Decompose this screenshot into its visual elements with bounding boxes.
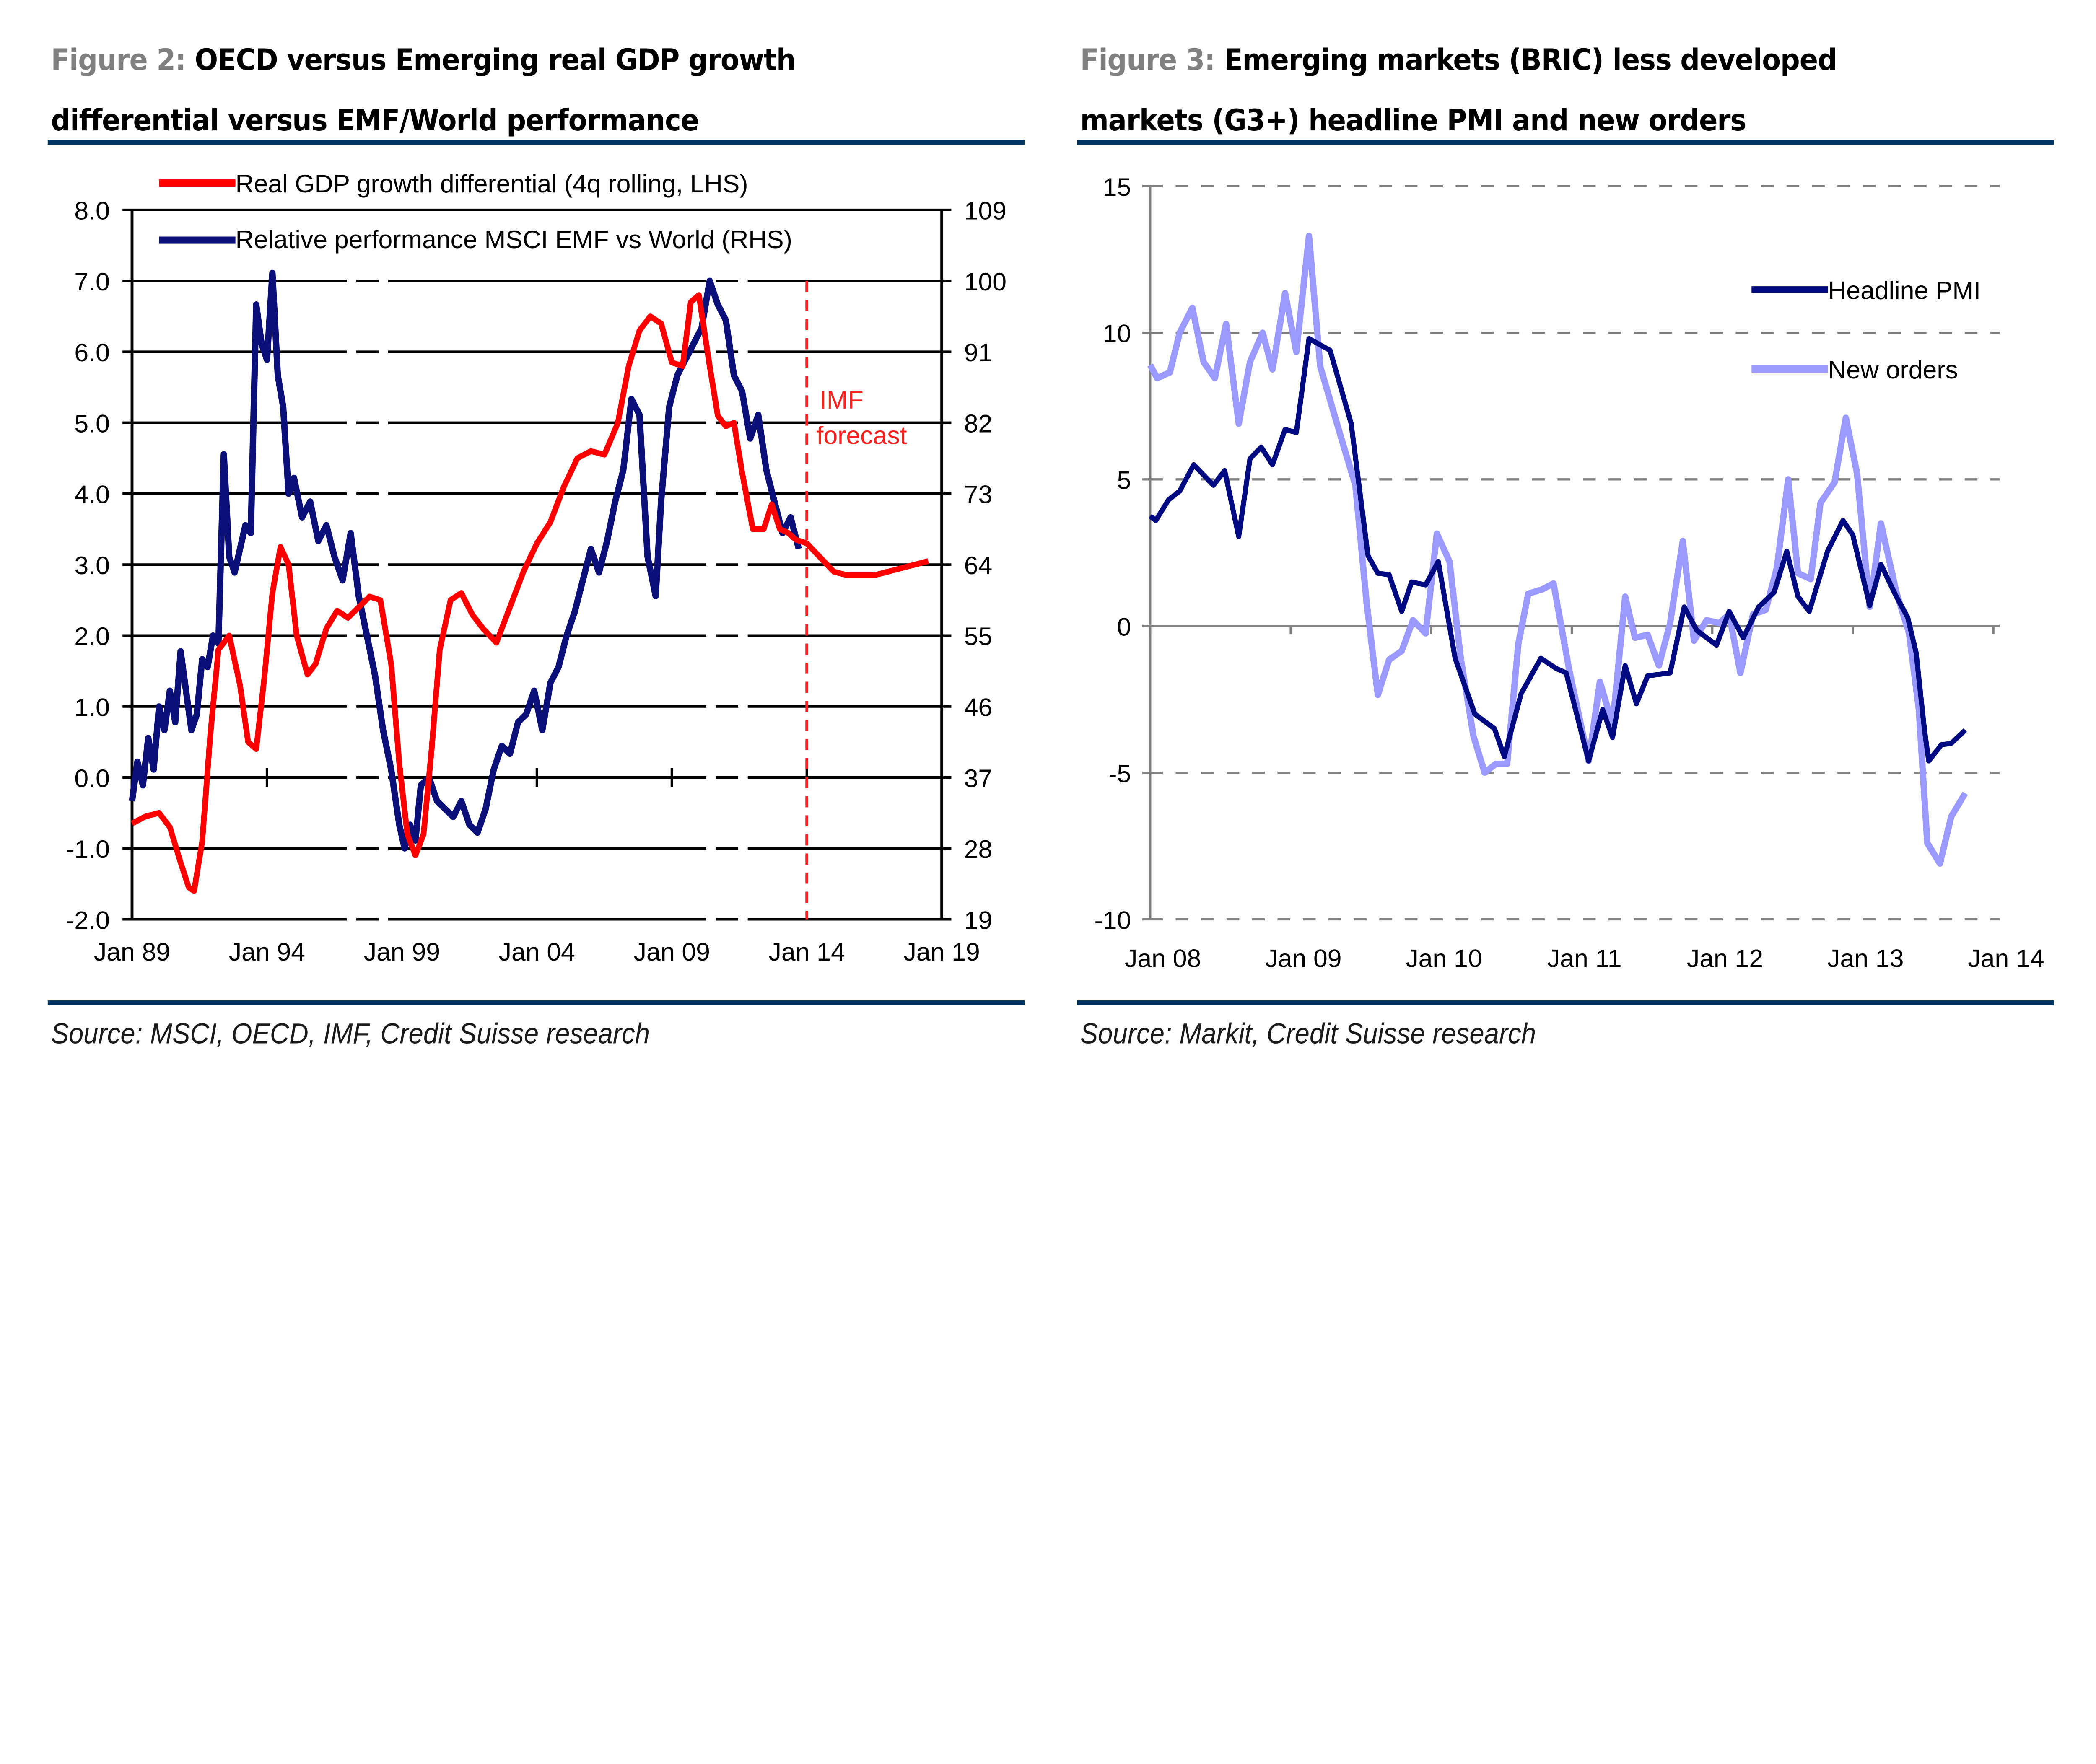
x-tick-label: Jan 11 [1547, 944, 1622, 972]
y-tick-label: 0 [1117, 612, 1131, 641]
series-line-headline-pmi [1149, 336, 1967, 764]
y-tick-label-right: 19 [964, 906, 993, 934]
x-tick-label: Jan 13 [1827, 944, 1904, 972]
y-tick-label-right: 73 [964, 480, 993, 509]
x-tick-label: Jan 12 [1687, 944, 1763, 972]
figure-2-top-rule [47, 140, 1025, 145]
figure-3-source: Source: Markit, Credit Suisse research [1080, 1018, 1536, 1050]
series-line-msci-emf-vs-world [129, 269, 802, 852]
figure-3-top-rule [1077, 140, 2054, 145]
y-tick-label-right: 37 [964, 764, 993, 793]
y-tick-label-left: 5.0 [74, 409, 109, 438]
figure-3-chart: 15 10 5 0 -5 -10 Jan 08 Jan 09 Jan 10 Jan 11 Jan 1… [1094, 173, 2044, 973]
series-line-new-orders [1147, 233, 1968, 867]
figure-2-label: Figure 2: [51, 44, 186, 78]
y-tick-label-left: 0.0 [74, 764, 109, 793]
y-tick-label-left: 2.0 [74, 622, 109, 650]
figure-2-title-line2: differential versus EMF/World performanc… [51, 105, 699, 139]
x-tick-label: Jan 14 [769, 938, 845, 966]
x-tick-label: Jan 09 [1265, 944, 1341, 972]
figure-2-title-line1: OECD versus Emerging real GDP growth [195, 44, 796, 78]
legend-label-new-orders: New orders [1828, 355, 1958, 384]
figure-2-chart: 8.0 109 7.0 100 6.0 91 5.0 82 4.0 73 3.0 64 2.0 55 1.0… [66, 169, 1006, 966]
y-tick-label-left: 7.0 [74, 267, 109, 296]
y-tick-label-right: 91 [964, 338, 993, 367]
y-tick-label: 15 [1103, 173, 1131, 201]
y-tick-label-right: 28 [964, 835, 993, 863]
y-tick-label-left: -1.0 [66, 835, 110, 863]
x-tick-label: Jan 89 [94, 938, 170, 966]
y-tick-label: -5 [1108, 759, 1131, 787]
legend-label-gdp-differential: Real GDP growth differential (4q rolling… [236, 169, 748, 198]
x-tick-label: Jan 14 [1968, 944, 2044, 972]
series-line-gdp-differential [130, 292, 929, 894]
imf-forecast-label-line2: forecast [816, 421, 907, 449]
figure-3-title-line2: markets (G3+) headline PMI and new order… [1080, 105, 1747, 139]
y-tick-label-right: 100 [964, 267, 1006, 296]
legend-label-headline-pmi: Headline PMI [1828, 276, 1981, 304]
y-tick-label-right: 64 [964, 551, 993, 580]
y-tick-label-left: 8.0 [74, 197, 109, 225]
y-tick-label: 10 [1103, 319, 1131, 348]
x-tick-label: Jan 10 [1406, 944, 1482, 972]
x-tick-label: Jan 09 [634, 938, 710, 966]
y-tick-label-left: 3.0 [74, 551, 109, 580]
y-tick-label-right: 109 [964, 197, 1006, 225]
x-tick-label: Jan 19 [903, 938, 980, 966]
y-tick-label-left: -2.0 [66, 906, 110, 934]
y-tick-label-left: 1.0 [74, 693, 109, 722]
imf-forecast-label-line1: IMF [820, 386, 864, 414]
legend-label-msci-emf-vs-world: Relative performance MSCI EMF vs World (… [236, 225, 792, 254]
x-tick-label: Jan 94 [229, 938, 305, 966]
y-tick-label-left: 6.0 [74, 338, 109, 367]
figure-2-bottom-rule [47, 1000, 1025, 1005]
y-tick-label-right: 46 [964, 693, 993, 722]
y-tick-label-left: 4.0 [74, 480, 109, 509]
figure-2-title: Figure 2: OECD versus Emerging real GDP … [51, 32, 939, 153]
figure-3-title-line1: Emerging markets (BRIC) less developed [1224, 44, 1837, 78]
figure-3-bottom-rule [1077, 1000, 2054, 1005]
y-tick-label-right: 55 [964, 622, 993, 650]
y-tick-label: 5 [1117, 466, 1131, 495]
y-tick-label-right: 82 [964, 409, 993, 438]
figure-2-source: Source: MSCI, OECD, IMF, Credit Suisse r… [51, 1018, 650, 1050]
x-tick-label: Jan 99 [364, 938, 440, 966]
x-tick-label: Jan 08 [1125, 944, 1201, 972]
figure-3-title: Figure 3: Emerging markets (BRIC) less d… [1080, 32, 1968, 153]
y-tick-label: -10 [1094, 906, 1131, 934]
x-tick-label: Jan 04 [499, 938, 575, 966]
figure-3-label: Figure 3: [1080, 44, 1216, 78]
